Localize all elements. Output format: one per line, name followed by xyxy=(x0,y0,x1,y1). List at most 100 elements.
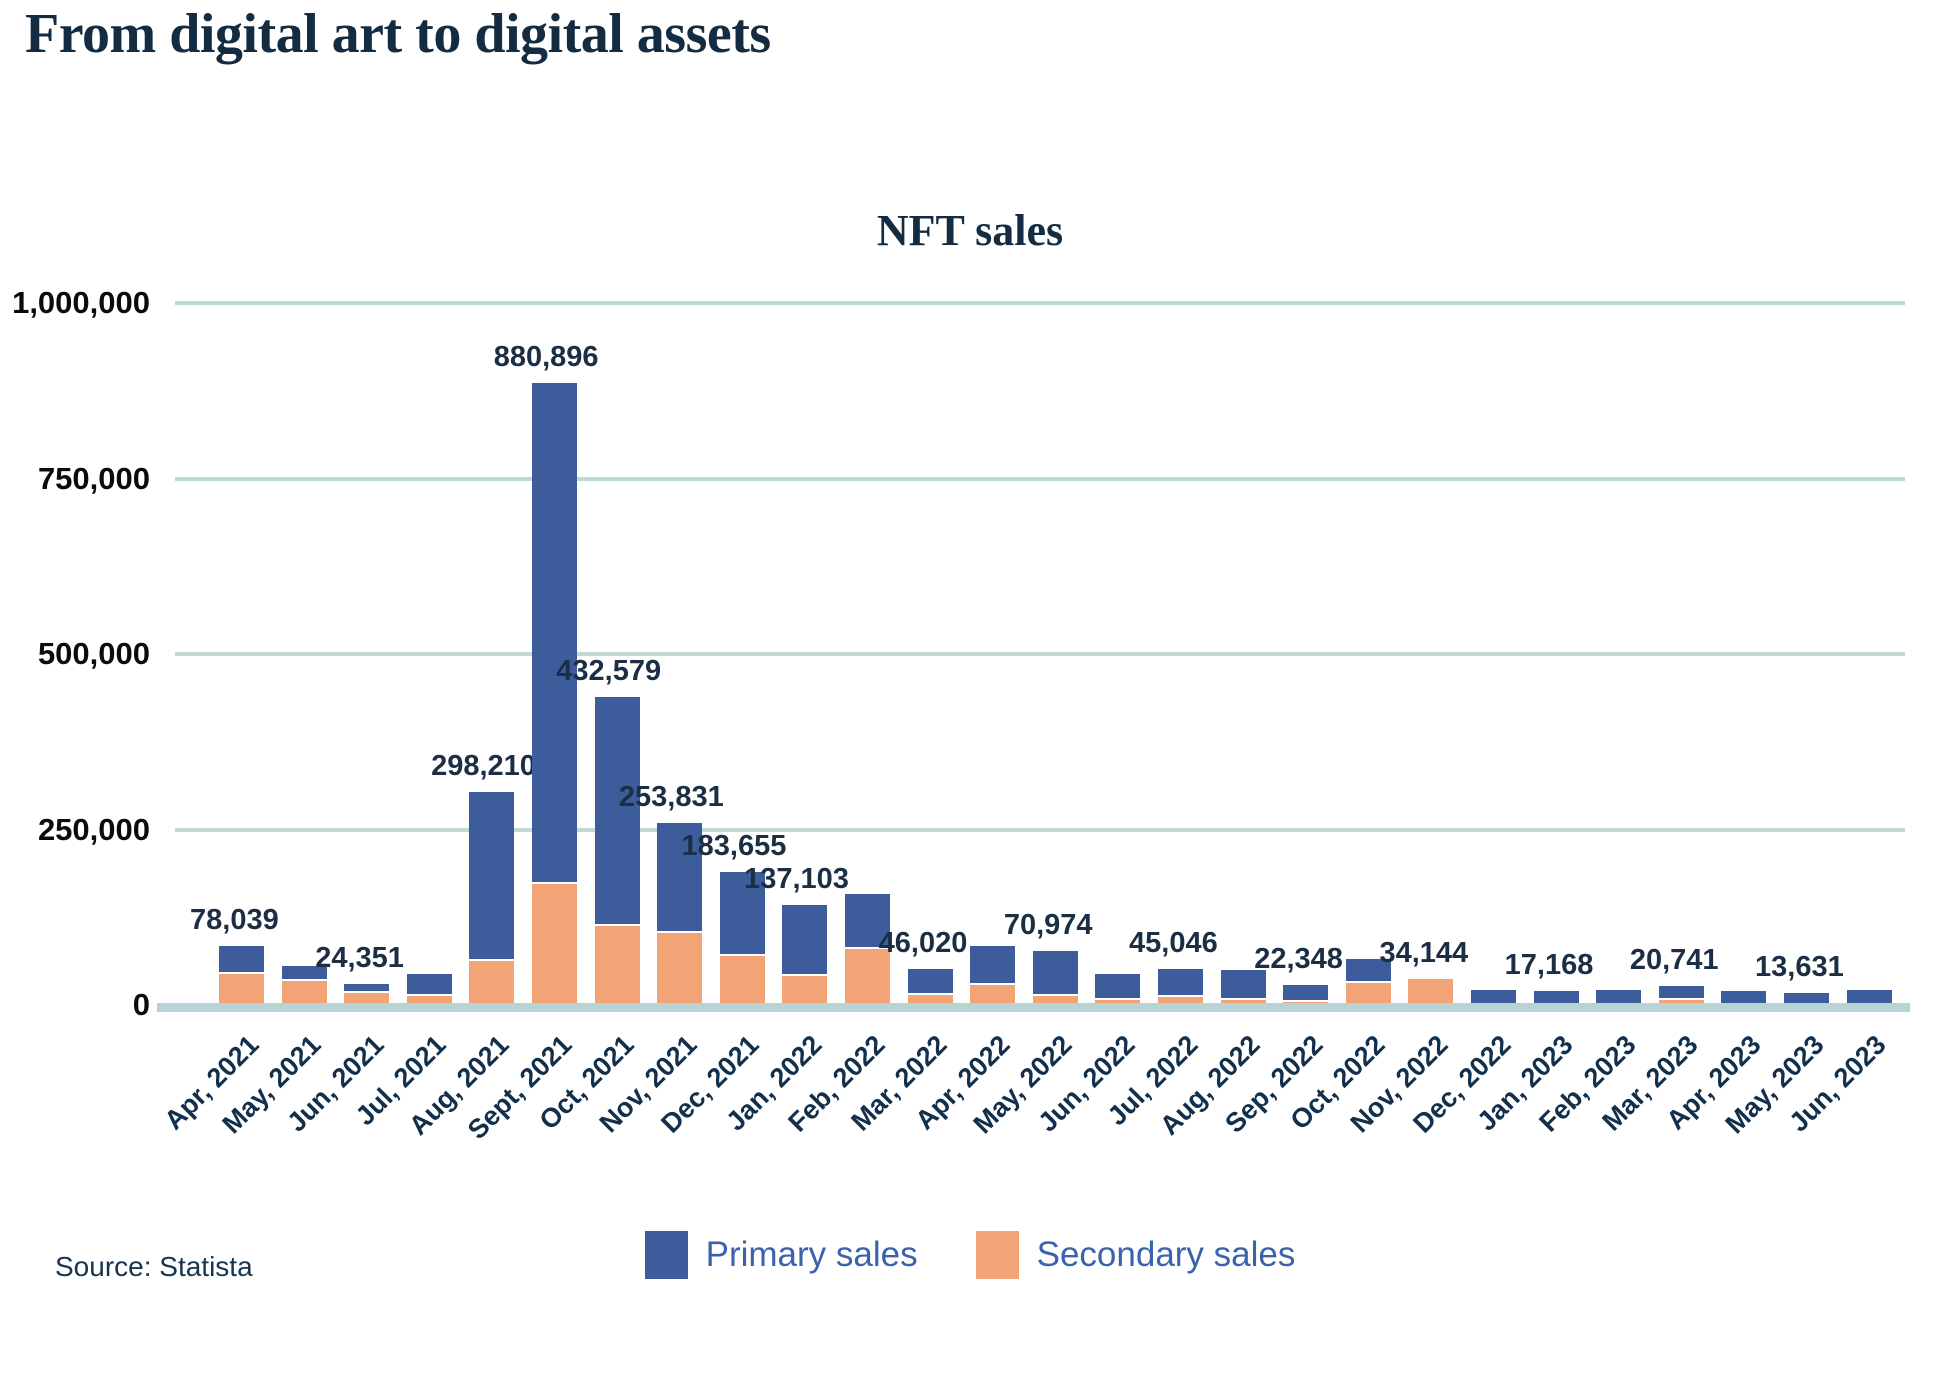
bar-value-label: 13,631 xyxy=(1755,951,1844,984)
bar-oct-2022 xyxy=(1345,958,1391,1003)
y-tick-label: 1,000,000 xyxy=(12,285,150,320)
bar-may-2022 xyxy=(1032,951,1078,1003)
bar-value-label: 24,351 xyxy=(315,941,404,974)
y-tick-label: 0 xyxy=(132,987,150,1022)
bar-value-label: 17,168 xyxy=(1504,948,1594,981)
bar-value-label: 183,655 xyxy=(681,830,787,863)
primary-sales-segment xyxy=(344,983,390,992)
bar-dec-2022 xyxy=(1471,990,1516,1003)
bar-value-label: 45,046 xyxy=(1129,927,1218,960)
bar-apr-2021 xyxy=(219,946,264,1003)
bar-value-label: 70,974 xyxy=(1003,909,1093,942)
bar-jun-2023 xyxy=(1846,989,1892,1003)
secondary-sales-segment xyxy=(907,995,953,1003)
bar-jul-2022 xyxy=(1158,969,1203,1003)
bar-sep-2022 xyxy=(1283,985,1329,1003)
secondary-sales-segment xyxy=(281,980,327,1003)
bar-value-label: 298,210 xyxy=(431,749,536,782)
primary-sales-segment xyxy=(719,872,765,954)
primary-sales-segment xyxy=(469,791,515,959)
primary-sales-segment xyxy=(1533,990,1579,1003)
secondary-sales-segment xyxy=(1032,995,1078,1003)
segment-divider xyxy=(657,930,703,933)
y-tick-label: 250,000 xyxy=(37,811,150,847)
primary-sales-segment xyxy=(1846,989,1892,1003)
bar-jan-2023 xyxy=(1533,990,1579,1003)
source-note: Source: Statista xyxy=(55,1251,253,1282)
primary-sales-segment xyxy=(1220,970,1266,998)
bar-aug-2022 xyxy=(1220,970,1266,1003)
gridline xyxy=(175,301,1905,305)
primary-sales-segment xyxy=(907,968,953,994)
segment-divider xyxy=(1283,999,1329,1002)
primary-sales-segment xyxy=(970,946,1016,984)
primary-sales-segment xyxy=(219,946,264,972)
segment-divider xyxy=(1095,998,1141,1001)
segment-divider xyxy=(1345,981,1391,984)
x-axis-line xyxy=(157,1003,1910,1012)
bar-apr-2022 xyxy=(970,946,1016,1003)
segment-divider xyxy=(907,993,953,996)
secondary-sales-segment xyxy=(1095,1000,1141,1003)
primary-sales-segment xyxy=(782,904,828,974)
primary-sales-segment xyxy=(1784,993,1829,1003)
bar-value-label: 432,579 xyxy=(556,655,662,688)
primary-sales-segment xyxy=(532,382,577,882)
primary-sales-segment xyxy=(1032,951,1078,994)
segment-divider xyxy=(219,971,264,974)
primary-sales-segment xyxy=(1596,990,1642,1003)
secondary-sales-segment xyxy=(344,993,390,1003)
gridline xyxy=(175,652,1905,656)
secondary-sales-segment xyxy=(406,995,452,1003)
bar-feb-2022 xyxy=(845,894,890,1003)
bar-nov-2022 xyxy=(1408,979,1454,1003)
segment-divider xyxy=(782,973,828,976)
segment-divider xyxy=(1220,997,1266,1000)
bar-value-label: 78,039 xyxy=(190,904,279,937)
segment-divider xyxy=(970,983,1016,986)
legend-item-primary: Primary sales xyxy=(644,1231,918,1279)
bar-may-2023 xyxy=(1784,993,1829,1003)
bar-jan-2022 xyxy=(782,904,828,1003)
segment-divider xyxy=(532,881,577,884)
bar-jun-2021 xyxy=(344,983,390,1003)
legend: Primary sales Secondary sales xyxy=(0,1231,1940,1279)
bar-value-label: 46,020 xyxy=(878,926,968,959)
secondary-sales-segment xyxy=(1220,999,1266,1003)
bar-value-label: 137,103 xyxy=(744,862,849,895)
segment-divider xyxy=(1158,994,1203,997)
bar-value-label: 20,741 xyxy=(1629,944,1719,977)
bar-jun-2022 xyxy=(1095,974,1141,1003)
secondary-sales-swatch xyxy=(975,1231,1019,1279)
secondary-sales-segment xyxy=(782,975,828,1003)
legend-label-secondary: Secondary sales xyxy=(1036,1235,1296,1274)
bar-feb-2023 xyxy=(1596,990,1642,1003)
primary-sales-segment xyxy=(1095,974,1141,999)
plot-area: 78,039 24,351 298,210 880,896 432,579 253,831… xyxy=(175,301,1905,1003)
segment-divider xyxy=(344,991,390,994)
bar-may-2021 xyxy=(281,965,327,1003)
segment-divider xyxy=(1032,993,1078,996)
y-tick-label: 500,000 xyxy=(37,636,150,671)
page-title: From digital art to digital assets xyxy=(25,3,771,65)
primary-sales-segment xyxy=(1658,986,1704,998)
primary-sales-segment xyxy=(1283,985,1329,1000)
secondary-sales-segment xyxy=(719,955,765,1003)
bar-dec-2021 xyxy=(719,872,765,1003)
primary-sales-segment xyxy=(1721,991,1767,1003)
secondary-sales-segment xyxy=(1658,999,1704,1003)
segment-divider xyxy=(594,923,640,926)
secondary-sales-segment xyxy=(845,948,890,1003)
secondary-sales-segment xyxy=(219,973,264,1003)
segment-divider xyxy=(281,978,327,981)
segment-divider xyxy=(1658,997,1704,1000)
bar-value-label: 253,831 xyxy=(618,780,724,813)
primary-sales-segment xyxy=(657,822,703,931)
legend-label-primary: Primary sales xyxy=(705,1235,918,1274)
secondary-sales-segment xyxy=(469,960,515,1003)
gridline xyxy=(175,827,1905,832)
primary-sales-segment xyxy=(1158,969,1203,995)
secondary-sales-segment xyxy=(970,985,1016,1003)
secondary-sales-segment xyxy=(1283,1001,1329,1003)
